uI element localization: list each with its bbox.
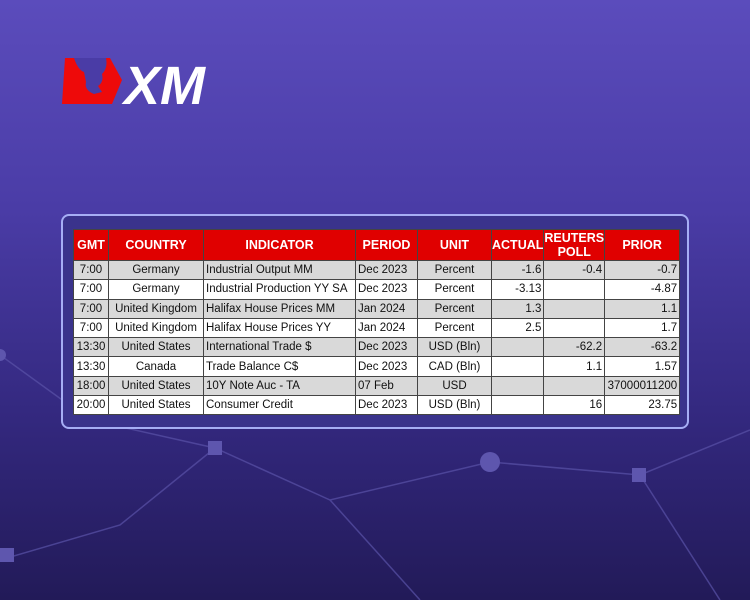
table-row: 7:00 Germany Industrial Production YY SA De… <box>73 279 681 300</box>
header-indicator: INDICATOR <box>203 229 356 261</box>
header-gmt: GMT <box>73 229 109 261</box>
cell-actual <box>490 356 545 377</box>
cell-prior: -63.2 <box>604 337 681 358</box>
table-row: 20:00 United States Consumer Credit Dec 202… <box>73 395 681 416</box>
cell-prior: 1.57 <box>604 356 681 377</box>
cell-unit: USD (Bln) <box>417 395 492 416</box>
cell-country: United States <box>108 375 204 397</box>
cell-reuters-poll: -62.2 <box>543 337 606 358</box>
cell-period: Dec 2023 <box>355 279 418 300</box>
cell-prior: -0.7 <box>604 259 681 281</box>
cell-indicator: Halifax House Prices YY <box>203 317 356 339</box>
cell-reuters-poll <box>543 375 606 397</box>
cell-country: United States <box>108 337 204 358</box>
table-row: 18:00 United States 10Y Note Auc - TA 07 Fe… <box>73 375 681 397</box>
cell-gmt: 7:00 <box>73 279 109 300</box>
cell-reuters-poll: 1.1 <box>543 356 606 377</box>
table-row: 13:30 Canada Trade Balance C$ Dec 2023 CAD (… <box>73 356 681 377</box>
cell-unit: Percent <box>417 259 492 281</box>
cell-period: Dec 2023 <box>355 259 418 281</box>
cell-gmt: 7:00 <box>73 317 109 339</box>
cell-indicator: Trade Balance C$ <box>203 356 356 377</box>
cell-prior: 1.7 <box>604 317 681 339</box>
cell-indicator: Industrial Output MM <box>203 259 356 281</box>
cell-actual <box>490 375 545 397</box>
header-prior: PRIOR <box>604 229 681 261</box>
cell-gmt: 13:30 <box>73 356 109 377</box>
cell-actual <box>490 395 545 416</box>
cell-reuters-poll <box>543 298 606 319</box>
cell-unit: Percent <box>417 317 492 339</box>
cell-reuters-poll: -0.4 <box>543 259 606 281</box>
cell-actual: -3.13 <box>490 279 545 300</box>
cell-unit: Percent <box>417 298 492 319</box>
cell-indicator: Industrial Production YY SA <box>203 279 356 300</box>
cell-reuters-poll: 16 <box>543 395 606 416</box>
cell-unit: CAD (Bln) <box>417 356 492 377</box>
cell-actual: 2.5 <box>490 317 545 339</box>
header-reuters-poll: REUTERS POLL <box>543 229 606 261</box>
table-header-row: GMT COUNTRY INDICATOR PERIOD UNIT ACTUAL… <box>73 229 681 261</box>
cell-period: Dec 2023 <box>355 356 418 377</box>
cell-country: United Kingdom <box>108 298 204 319</box>
header-country: COUNTRY <box>108 229 204 261</box>
cell-prior: 37000011200 <box>604 375 681 397</box>
cell-period: Jan 2024 <box>355 298 418 319</box>
table-row: 13:30 United States International Trade $ D… <box>73 337 681 358</box>
logo-text: XM <box>121 58 206 110</box>
cell-period: Dec 2023 <box>355 395 418 416</box>
cell-actual: 1.3 <box>490 298 545 319</box>
cell-period: Jan 2024 <box>355 317 418 339</box>
cell-country: United States <box>108 395 204 416</box>
cell-prior: 23.75 <box>604 395 681 416</box>
cell-country: Germany <box>108 259 204 281</box>
cell-indicator: 10Y Note Auc - TA <box>203 375 356 397</box>
cell-gmt: 7:00 <box>73 259 109 281</box>
cell-indicator: Consumer Credit <box>203 395 356 416</box>
cell-indicator: Halifax House Prices MM <box>203 298 356 319</box>
cell-gmt: 7:00 <box>73 298 109 319</box>
cell-gmt: 20:00 <box>73 395 109 416</box>
table-row: 7:00 United Kingdom Halifax House Prices Y… <box>73 317 681 339</box>
cell-prior: -4.87 <box>604 279 681 300</box>
cell-country: Canada <box>108 356 204 377</box>
cell-actual <box>490 337 545 358</box>
table-row: 7:00 Germany Industrial Output MM Dec 2023 P… <box>73 259 681 281</box>
table-row: 7:00 United Kingdom Halifax House Prices M… <box>73 298 681 319</box>
cell-period: 07 Feb <box>355 375 418 397</box>
cell-gmt: 13:30 <box>73 337 109 358</box>
cell-actual: -1.6 <box>490 259 545 281</box>
header-period: PERIOD <box>355 229 418 261</box>
cell-period: Dec 2023 <box>355 337 418 358</box>
cell-unit: USD <box>417 375 492 397</box>
cell-reuters-poll <box>543 279 606 300</box>
cell-country: United Kingdom <box>108 317 204 339</box>
header-actual: ACTUAL <box>490 229 545 261</box>
economic-calendar-table: GMT COUNTRY INDICATOR PERIOD UNIT ACTUAL… <box>73 229 681 416</box>
cell-unit: Percent <box>417 279 492 300</box>
cell-indicator: International Trade $ <box>203 337 356 358</box>
cell-reuters-poll <box>543 317 606 339</box>
header-unit: UNIT <box>417 229 492 261</box>
cell-prior: 1.1 <box>604 298 681 319</box>
xm-logo: XM <box>62 58 206 110</box>
cell-gmt: 18:00 <box>73 375 109 397</box>
cell-unit: USD (Bln) <box>417 337 492 358</box>
cell-country: Germany <box>108 279 204 300</box>
